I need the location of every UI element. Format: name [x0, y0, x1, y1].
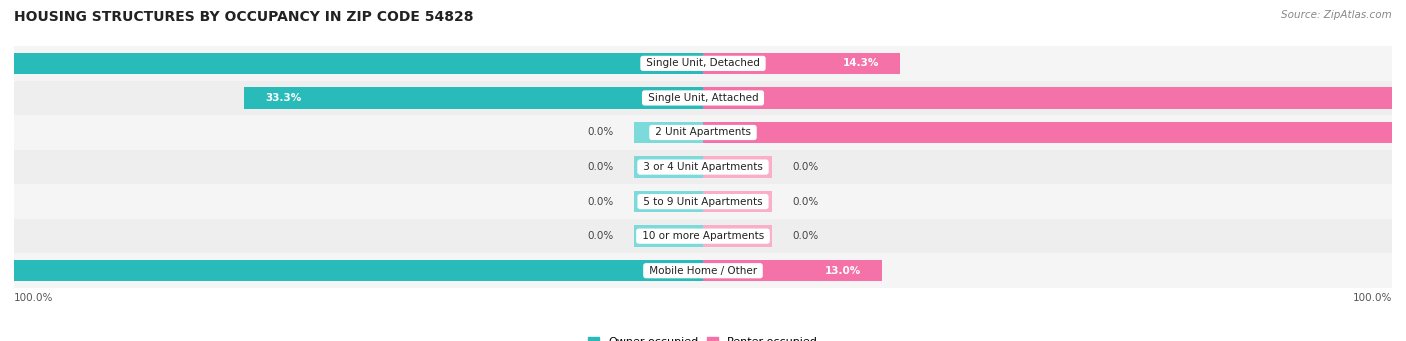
Text: 0.0%: 0.0% — [588, 128, 613, 137]
Text: Single Unit, Attached: Single Unit, Attached — [644, 93, 762, 103]
Bar — [14, 81, 1392, 115]
Text: 0.0%: 0.0% — [588, 197, 613, 207]
Bar — [14, 184, 1392, 219]
Bar — [14, 253, 1392, 288]
Text: Mobile Home / Other: Mobile Home / Other — [645, 266, 761, 276]
Bar — [703, 53, 900, 74]
Text: 10 or more Apartments: 10 or more Apartments — [638, 231, 768, 241]
Text: 100.0%: 100.0% — [14, 293, 53, 303]
Bar — [0, 53, 703, 74]
Bar — [703, 122, 1406, 143]
Bar — [0, 260, 703, 281]
Text: 33.3%: 33.3% — [264, 93, 301, 103]
Text: 0.0%: 0.0% — [793, 197, 818, 207]
Bar — [634, 191, 703, 212]
Bar — [703, 260, 882, 281]
Text: 3 or 4 Unit Apartments: 3 or 4 Unit Apartments — [640, 162, 766, 172]
Bar — [703, 87, 1406, 109]
Bar — [14, 46, 1392, 81]
Text: 0.0%: 0.0% — [588, 162, 613, 172]
Text: 0.0%: 0.0% — [793, 231, 818, 241]
Text: Single Unit, Detached: Single Unit, Detached — [643, 58, 763, 69]
Bar — [14, 115, 1392, 150]
Bar — [245, 87, 703, 109]
Text: 13.0%: 13.0% — [825, 266, 862, 276]
Text: 100.0%: 100.0% — [1353, 293, 1392, 303]
Text: 5 to 9 Unit Apartments: 5 to 9 Unit Apartments — [640, 197, 766, 207]
Bar — [703, 225, 772, 247]
Bar — [634, 225, 703, 247]
Bar — [14, 150, 1392, 184]
Bar — [703, 156, 772, 178]
Bar — [703, 191, 772, 212]
Text: 0.0%: 0.0% — [588, 231, 613, 241]
Text: 0.0%: 0.0% — [793, 162, 818, 172]
Text: 14.3%: 14.3% — [844, 58, 879, 69]
Text: HOUSING STRUCTURES BY OCCUPANCY IN ZIP CODE 54828: HOUSING STRUCTURES BY OCCUPANCY IN ZIP C… — [14, 10, 474, 24]
Legend: Owner-occupied, Renter-occupied: Owner-occupied, Renter-occupied — [583, 332, 823, 341]
Text: 2 Unit Apartments: 2 Unit Apartments — [652, 128, 754, 137]
Bar — [634, 122, 703, 143]
Bar — [14, 219, 1392, 253]
Text: Source: ZipAtlas.com: Source: ZipAtlas.com — [1281, 10, 1392, 20]
Bar — [634, 156, 703, 178]
